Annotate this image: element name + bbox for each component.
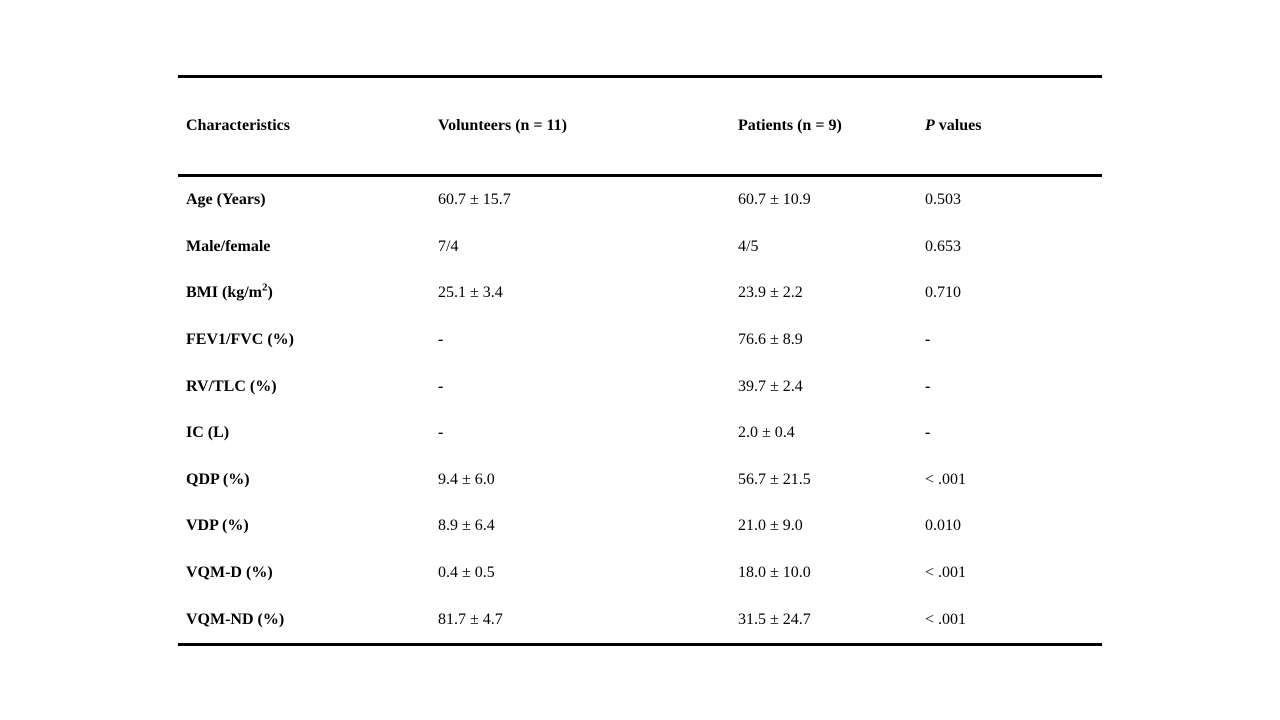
- patients-value: 18.0 ± 10.0: [738, 564, 811, 582]
- patients-value: 4/5: [738, 237, 759, 255]
- header-p-italic: P: [925, 117, 935, 134]
- patients-value: 21.0 ± 9.0: [738, 517, 803, 535]
- patients-value: 56.7 ± 21.5: [738, 470, 811, 488]
- patients-value: 60.7 ± 10.9: [738, 191, 811, 209]
- volunteers-value: 25.1 ± 3.4: [438, 284, 503, 302]
- characteristics-table-container: Characteristics Volunteers (n = 11) Pati…: [178, 75, 1102, 646]
- header-row: Characteristics Volunteers (n = 11) Pati…: [178, 76, 1102, 177]
- header-characteristics: Characteristics: [178, 76, 430, 177]
- header-p-values: P values: [917, 76, 1102, 177]
- table-row: Age (Years) 60.7 ± 15.7 60.7 ± 10.9 0.503: [178, 176, 1102, 224]
- row-label: QDP (%): [186, 470, 250, 488]
- p-value: < .001: [925, 564, 967, 582]
- characteristics-table: Characteristics Volunteers (n = 11) Pati…: [178, 75, 1102, 646]
- p-value: < .001: [925, 610, 967, 628]
- table-row: QDP (%) 9.4 ± 6.0 56.7 ± 21.5 < .001: [178, 457, 1102, 504]
- p-value: -: [925, 377, 931, 395]
- p-value: 0.653: [925, 237, 961, 255]
- table-row: IC (L) - 2.0 ± 0.4 -: [178, 410, 1102, 457]
- header-p-rest: values: [934, 117, 982, 134]
- row-label: BMI (kg/m2): [186, 282, 273, 302]
- volunteers-value: -: [438, 424, 444, 442]
- volunteers-value: 81.7 ± 4.7: [438, 610, 503, 628]
- row-label: RV/TLC (%): [186, 377, 277, 395]
- row-label: Male/female: [186, 237, 271, 255]
- p-value: < .001: [925, 470, 967, 488]
- volunteers-value: -: [438, 377, 444, 395]
- header-patients: Patients (n = 9): [730, 76, 917, 177]
- volunteers-value: -: [438, 331, 444, 349]
- table-body: Age (Years) 60.7 ± 15.7 60.7 ± 10.9 0.503 Ma…: [178, 176, 1102, 645]
- row-label: VDP (%): [186, 517, 249, 535]
- table-row: RV/TLC (%) - 39.7 ± 2.4 -: [178, 363, 1102, 410]
- patients-value: 23.9 ± 2.2: [738, 284, 803, 302]
- volunteers-value: 7/4: [438, 237, 459, 255]
- p-value: 0.503: [925, 191, 961, 209]
- p-value: 0.710: [925, 284, 961, 302]
- volunteers-value: 0.4 ± 0.5: [438, 564, 495, 582]
- table-row: BMI (kg/m2) 25.1 ± 3.4 23.9 ± 2.2 0.710: [178, 270, 1102, 317]
- p-value: -: [925, 331, 931, 349]
- table-row: Male/female 7/4 4/5 0.653: [178, 224, 1102, 271]
- table-row: VQM-ND (%) 81.7 ± 4.7 31.5 ± 24.7 < .001: [178, 596, 1102, 644]
- row-label: IC (L): [186, 424, 230, 442]
- table-row: VQM-D (%) 0.4 ± 0.5 18.0 ± 10.0 < .001: [178, 550, 1102, 597]
- row-label: FEV1/FVC (%): [186, 331, 294, 349]
- table-row: FEV1/FVC (%) - 76.6 ± 8.9 -: [178, 317, 1102, 364]
- header-volunteers: Volunteers (n = 11): [430, 76, 730, 177]
- table-row: VDP (%) 8.9 ± 6.4 21.0 ± 9.0 0.010: [178, 503, 1102, 550]
- volunteers-value: 60.7 ± 15.7: [438, 191, 511, 209]
- patients-value: 39.7 ± 2.4: [738, 377, 803, 395]
- row-label: VQM-D (%): [186, 564, 273, 582]
- volunteers-value: 8.9 ± 6.4: [438, 517, 495, 535]
- p-value: 0.010: [925, 517, 961, 535]
- volunteers-value: 9.4 ± 6.0: [438, 470, 495, 488]
- p-value: -: [925, 424, 931, 442]
- patients-value: 31.5 ± 24.7: [738, 610, 811, 628]
- table-header: Characteristics Volunteers (n = 11) Pati…: [178, 76, 1102, 177]
- patients-value: 2.0 ± 0.4: [738, 424, 795, 442]
- row-label: Age (Years): [186, 191, 266, 209]
- patients-value: 76.6 ± 8.9: [738, 331, 803, 349]
- row-label: VQM-ND (%): [186, 610, 285, 628]
